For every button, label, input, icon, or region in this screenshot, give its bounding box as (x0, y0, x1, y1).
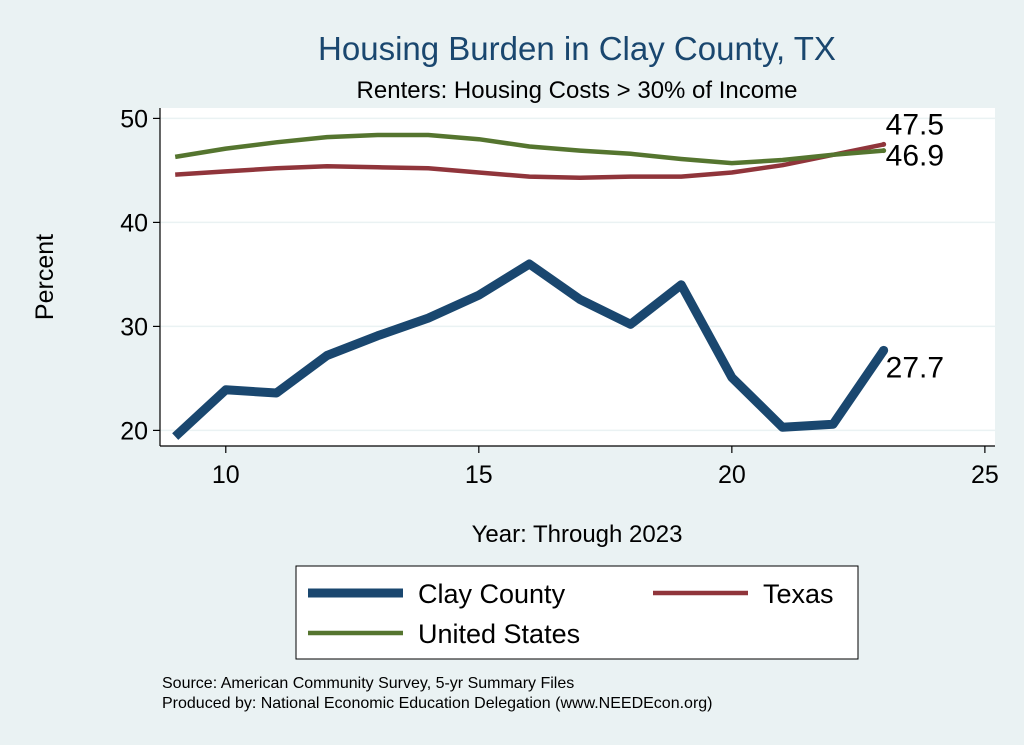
end-point-texas (881, 141, 887, 147)
series-lines (172, 132, 889, 440)
x-axis-label: Year: Through 2023 (472, 521, 683, 548)
series-line-united-states (174, 132, 884, 166)
x-tick-label: 10 (212, 461, 240, 489)
plot-area (160, 108, 995, 446)
end-label-united-states: 46.9 (886, 140, 944, 173)
legend-label-texas: Texas (763, 579, 834, 609)
legend-box (295, 565, 859, 660)
source-note: Source: American Community Survey, 5-yr … (162, 675, 574, 692)
end-label-texas: 47.5 (886, 108, 944, 141)
chart-subtitle: Renters: Housing Costs > 30% of Income (357, 77, 798, 104)
y-axis-label: Percent (31, 234, 59, 320)
y-tick-label: 50 (120, 105, 148, 133)
end-label-clay-county: 27.7 (886, 351, 944, 384)
y-tick-label: 40 (120, 209, 148, 237)
y-tick-label: 20 (120, 417, 148, 445)
legend-label-clay-county: Clay County (418, 579, 566, 609)
chart-title: Housing Burden in Clay County, TX (318, 30, 836, 67)
legend: Clay County Texas United States (308, 579, 834, 649)
end-labels: 27.7 47.546.9 (886, 108, 944, 384)
legend-label-united-states: United States (418, 619, 580, 649)
axis-ticks: 20 30 40 50 10 15 20 25 (120, 105, 999, 489)
grid (160, 117, 995, 432)
x-tick-label: 25 (971, 461, 999, 489)
end-point-united-states (881, 148, 887, 154)
series-line-clay-county (172, 259, 888, 440)
x-tick-label: 20 (718, 461, 746, 489)
end-point-clay-county (879, 345, 889, 355)
y-tick-label: 30 (120, 313, 148, 341)
series-line-texas (175, 142, 885, 180)
x-tick-label: 15 (465, 461, 493, 489)
producer-note: Produced by: National Economic Education… (162, 695, 713, 712)
